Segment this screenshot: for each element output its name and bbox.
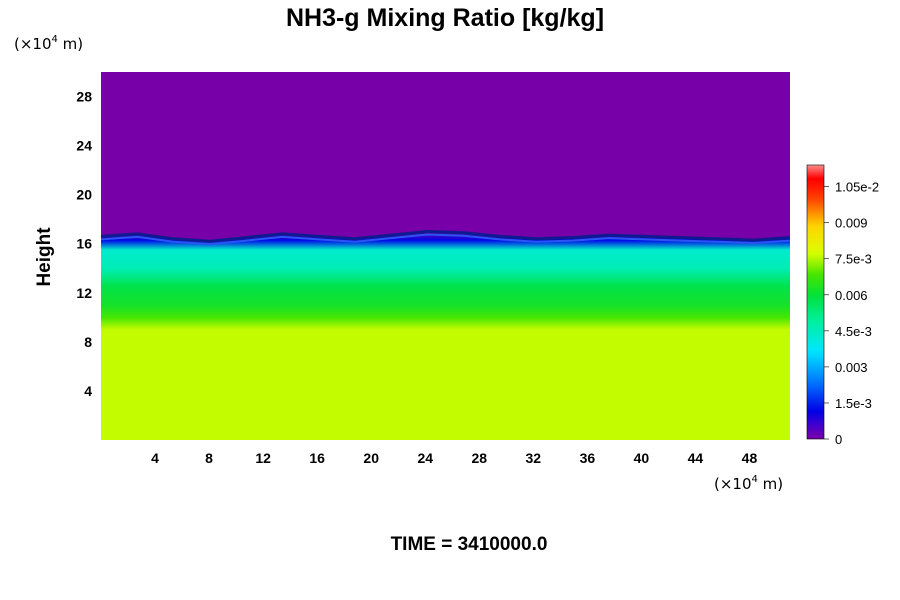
plot-area: [100, 72, 791, 440]
x-tick-label: 28: [471, 450, 487, 466]
x-unit-prefix: (×10: [714, 475, 752, 493]
y-axis-ticks: 4 8 12 16 20 24 28: [76, 89, 92, 399]
colorbar-tick-label: 1.05e-2: [835, 180, 879, 195]
x-axis-ticks: 4 8 12 16 20 24 28 32 36 40 44 48: [151, 450, 757, 466]
x-tick-label: 12: [255, 450, 271, 466]
colorbar-tick-label: 7.5e-3: [835, 252, 872, 267]
x-tick-label: 48: [742, 450, 758, 466]
x-tick-label: 4: [151, 450, 159, 466]
x-tick-label: 32: [526, 450, 542, 466]
y-unit-suffix: m): [58, 35, 83, 53]
y-tick-label: 16: [76, 236, 92, 252]
y-unit-label: (×104 m): [14, 34, 83, 53]
y-unit-exp: 4: [52, 34, 58, 45]
x-tick-label: 24: [417, 450, 433, 466]
colorbar-ramp: [806, 164, 825, 440]
colorbar-ticks: 0 1.5e-3 0.003 4.5e-3 0.006 7.5e-3 0.009 1.05e-…: [824, 180, 879, 447]
interface-dark-edge: [100, 229, 791, 243]
colorbar-tick-label: 0.009: [835, 216, 868, 231]
y-tick-label: 4: [84, 383, 92, 399]
x-tick-label: 40: [634, 450, 650, 466]
colorbar-tick-label: 0: [835, 432, 842, 447]
y-tick-label: 24: [76, 138, 92, 154]
colorbar: 0 1.5e-3 0.003 4.5e-3 0.006 7.5e-3 0.009 1.05e-…: [806, 164, 879, 447]
x-tick-label: 16: [309, 450, 325, 466]
y-tick-label: 8: [84, 334, 92, 350]
mixing-interface-layer: [101, 72, 790, 242]
x-unit-suffix: m): [758, 475, 783, 493]
y-unit-prefix: (×10: [14, 35, 52, 53]
y-tick-label: 28: [76, 89, 92, 105]
x-tick-label: 36: [580, 450, 596, 466]
time-label: TIME = 3410000.0: [391, 534, 548, 555]
interface-blue-edge: [100, 233, 791, 246]
x-tick-label: 8: [205, 450, 213, 466]
colorbar-tick-label: 1.5e-3: [835, 396, 872, 411]
y-tick-label: 20: [76, 187, 92, 203]
x-tick-label: 20: [363, 450, 379, 466]
colorbar-tick-label: 4.5e-3: [835, 324, 872, 339]
chart-title: NH3-g Mixing Ratio [kg/kg]: [286, 4, 604, 32]
y-tick-label: 12: [76, 285, 92, 301]
x-unit-label: (×104 m): [714, 474, 783, 493]
x-unit-exp: 4: [752, 474, 758, 485]
colorbar-tick-label: 0.006: [835, 288, 868, 303]
colorbar-tick-label: 0.003: [835, 360, 868, 375]
x-tick-label: 44: [688, 450, 704, 466]
y-axis-label: Height: [34, 227, 55, 287]
